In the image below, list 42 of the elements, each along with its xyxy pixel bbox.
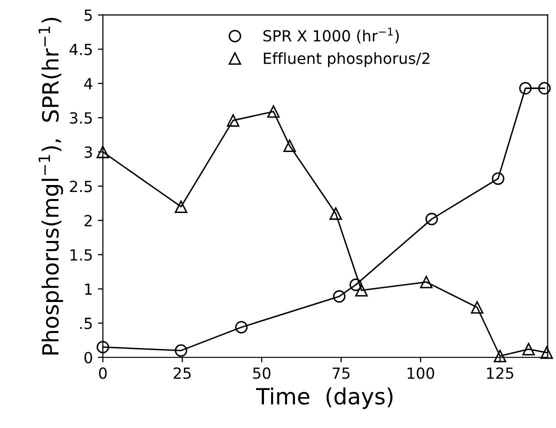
point xyxy=(226,114,240,127)
point xyxy=(420,276,433,288)
x-axis-title: Time (days) xyxy=(256,387,392,409)
y-tick-label: 3 xyxy=(84,146,92,158)
y-tick-label: 2 xyxy=(84,214,92,226)
point xyxy=(174,344,188,357)
y-tick-label: 5 xyxy=(84,10,92,21)
legend-label: Effluent phosphorus/2 xyxy=(264,52,430,68)
point xyxy=(350,278,362,292)
point xyxy=(519,82,532,95)
point xyxy=(522,342,535,356)
y-tick-label: 4 xyxy=(84,78,92,90)
point xyxy=(235,321,248,334)
x-tick-label: 125 xyxy=(487,367,514,379)
legend-label: SPR X 1000 (hr$^{−1}$) xyxy=(263,28,399,44)
y-tick-label: 0 xyxy=(84,352,92,364)
y-tick-label: .5 xyxy=(80,318,92,330)
y-axis-title: Phosphorus(mgl$^{−1}$), SPR(hr$^{−1}$) xyxy=(38,18,64,354)
point xyxy=(492,172,504,185)
point xyxy=(332,290,346,303)
point xyxy=(96,146,110,158)
y-tick-label: 1.5 xyxy=(70,249,92,261)
x-tick-label: 50 xyxy=(253,367,270,379)
point xyxy=(283,140,296,152)
point xyxy=(96,340,110,354)
x-tick-label: 0 xyxy=(99,367,107,379)
y-tick-label: 4.5 xyxy=(70,44,92,56)
point xyxy=(470,301,484,314)
y-tick-label: 3.5 xyxy=(70,112,92,124)
point xyxy=(267,105,280,118)
point xyxy=(174,200,188,213)
y-tick-label: 2.5 xyxy=(70,180,92,192)
point xyxy=(425,212,438,226)
point xyxy=(329,207,342,220)
y-tick-label: 1 xyxy=(85,284,92,295)
x-tick-label: 100 xyxy=(408,367,434,379)
point xyxy=(540,346,553,359)
point xyxy=(355,284,368,297)
point xyxy=(538,82,551,95)
x-tick-label: 75 xyxy=(332,368,350,379)
point xyxy=(494,350,506,362)
x-tick-label: 25 xyxy=(174,367,191,379)
